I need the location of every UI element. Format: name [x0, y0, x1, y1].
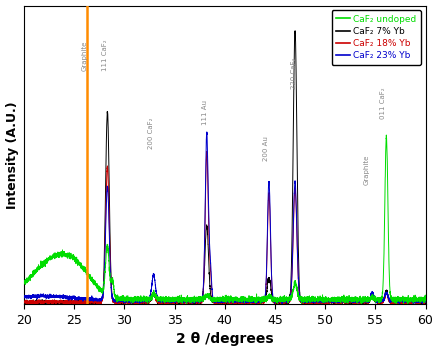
X-axis label: 2 θ /degrees: 2 θ /degrees — [176, 332, 273, 346]
Text: 111 Au: 111 Au — [201, 100, 207, 125]
Text: 200 Au: 200 Au — [262, 136, 268, 161]
Legend: CaF₂ undoped, CaF₂ 7% Yb, CaF₂ 18% Yb, CaF₂ 23% Yb: CaF₂ undoped, CaF₂ 7% Yb, CaF₂ 18% Yb, C… — [331, 10, 420, 64]
Text: 200 CaF₂: 200 CaF₂ — [147, 117, 153, 149]
Text: Graphite: Graphite — [363, 154, 368, 185]
Text: Graphite: Graphite — [81, 41, 87, 71]
Text: 111 CaF₂: 111 CaF₂ — [102, 40, 108, 71]
Text: 220 CaF₂: 220 CaF₂ — [290, 58, 297, 89]
Text: 011 CaF₂: 011 CaF₂ — [379, 87, 385, 119]
Y-axis label: Intensity (A.U.): Intensity (A.U.) — [6, 101, 18, 209]
